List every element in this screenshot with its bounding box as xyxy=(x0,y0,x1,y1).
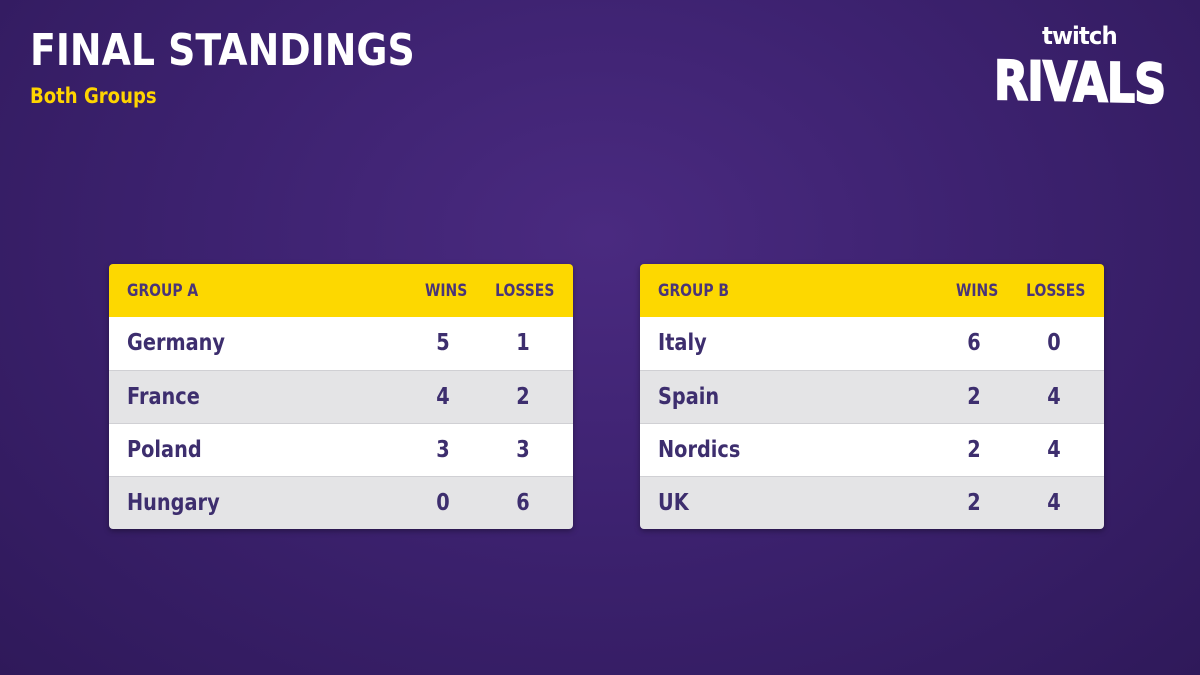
team-wins: 2 xyxy=(967,384,981,410)
table-row: Hungary 0 6 xyxy=(109,476,573,529)
team-name: Italy xyxy=(658,330,707,356)
table-row: France 4 2 xyxy=(109,370,573,423)
team-name: UK xyxy=(658,490,689,516)
team-wins: 6 xyxy=(967,330,981,356)
wins-header: WINS xyxy=(955,280,999,301)
table-row: Poland 3 3 xyxy=(109,423,573,476)
team-losses: 0 xyxy=(1047,330,1061,356)
page-subtitle: Both Groups xyxy=(30,84,157,108)
table-row: Nordics 2 4 xyxy=(640,423,1104,476)
logo-main-text: RIVALS xyxy=(993,48,1166,116)
table-row: Germany 5 1 xyxy=(109,317,573,370)
group-name-header: GROUP A xyxy=(127,280,199,301)
team-name: Hungary xyxy=(127,490,220,516)
team-losses: 4 xyxy=(1047,490,1061,516)
table-row: Spain 2 4 xyxy=(640,370,1104,423)
team-losses: 4 xyxy=(1047,437,1061,463)
team-wins: 4 xyxy=(436,384,450,410)
team-wins: 5 xyxy=(436,330,450,356)
table-row: Italy 6 0 xyxy=(640,317,1104,370)
team-name: France xyxy=(127,384,200,410)
team-losses: 2 xyxy=(516,384,530,410)
team-name: Poland xyxy=(127,437,202,463)
team-name: Nordics xyxy=(658,437,741,463)
table-row: UK 2 4 xyxy=(640,476,1104,529)
team-wins: 2 xyxy=(967,490,981,516)
standings-table-group-a: GROUP A WINS LOSSES Germany 5 1 France 4… xyxy=(109,264,573,529)
losses-header: LOSSES xyxy=(495,280,555,301)
team-name: Spain xyxy=(658,384,720,410)
team-wins: 0 xyxy=(436,490,450,516)
table-header: GROUP A WINS LOSSES xyxy=(109,264,573,317)
team-losses: 3 xyxy=(516,437,530,463)
team-name: Germany xyxy=(127,330,226,356)
wins-header: WINS xyxy=(424,280,468,301)
logo-top-text: twitch xyxy=(1042,22,1118,50)
table-header: GROUP B WINS LOSSES xyxy=(640,264,1104,317)
group-name-header: GROUP B xyxy=(658,280,730,301)
page-title: FINAL STANDINGS xyxy=(30,25,415,76)
team-losses: 1 xyxy=(516,330,530,356)
standings-table-group-b: GROUP B WINS LOSSES Italy 6 0 Spain 2 4 … xyxy=(640,264,1104,529)
team-wins: 3 xyxy=(436,437,450,463)
losses-header: LOSSES xyxy=(1026,280,1086,301)
team-losses: 4 xyxy=(1047,384,1061,410)
team-wins: 2 xyxy=(967,437,981,463)
team-losses: 6 xyxy=(516,490,530,516)
twitch-rivals-logo: twitch RIVALS xyxy=(993,22,1176,117)
